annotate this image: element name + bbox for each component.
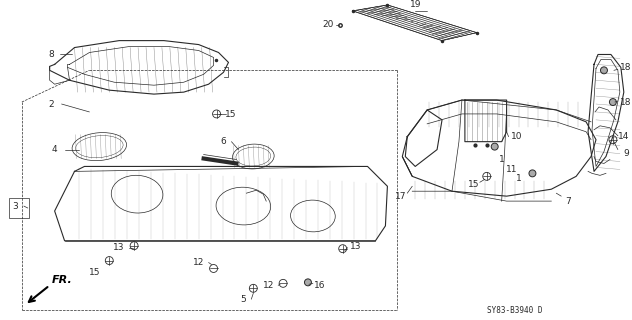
Text: 15: 15 [225, 110, 236, 119]
Text: 5: 5 [241, 295, 246, 304]
Text: 4: 4 [52, 145, 58, 154]
Circle shape [609, 99, 616, 106]
Text: FR.: FR. [52, 276, 73, 285]
Text: 18: 18 [620, 63, 631, 72]
Text: 10: 10 [511, 132, 522, 141]
Text: 7: 7 [565, 196, 571, 206]
Text: 8: 8 [49, 50, 54, 59]
Text: 13: 13 [114, 243, 125, 252]
Text: 14: 14 [618, 132, 629, 141]
Text: 18: 18 [620, 98, 631, 107]
Text: 6: 6 [221, 137, 226, 146]
Circle shape [491, 143, 498, 150]
Text: 19: 19 [410, 0, 421, 10]
Circle shape [305, 279, 312, 286]
Text: 1: 1 [499, 155, 504, 164]
Text: SY83-B3940 D: SY83-B3940 D [487, 306, 542, 315]
Text: 9: 9 [623, 149, 629, 158]
Text: 13: 13 [350, 242, 362, 251]
Circle shape [529, 170, 536, 177]
Circle shape [600, 67, 607, 74]
Text: 17: 17 [394, 192, 406, 201]
Text: 11: 11 [506, 165, 518, 174]
Text: 15: 15 [88, 268, 100, 277]
Text: 12: 12 [193, 258, 204, 267]
Text: 3: 3 [12, 202, 18, 211]
Text: 1: 1 [516, 174, 521, 183]
Text: 20: 20 [322, 20, 334, 29]
Text: 15: 15 [468, 180, 480, 189]
Text: 12: 12 [262, 281, 274, 290]
Text: 2: 2 [49, 100, 54, 108]
Text: 16: 16 [314, 281, 325, 290]
